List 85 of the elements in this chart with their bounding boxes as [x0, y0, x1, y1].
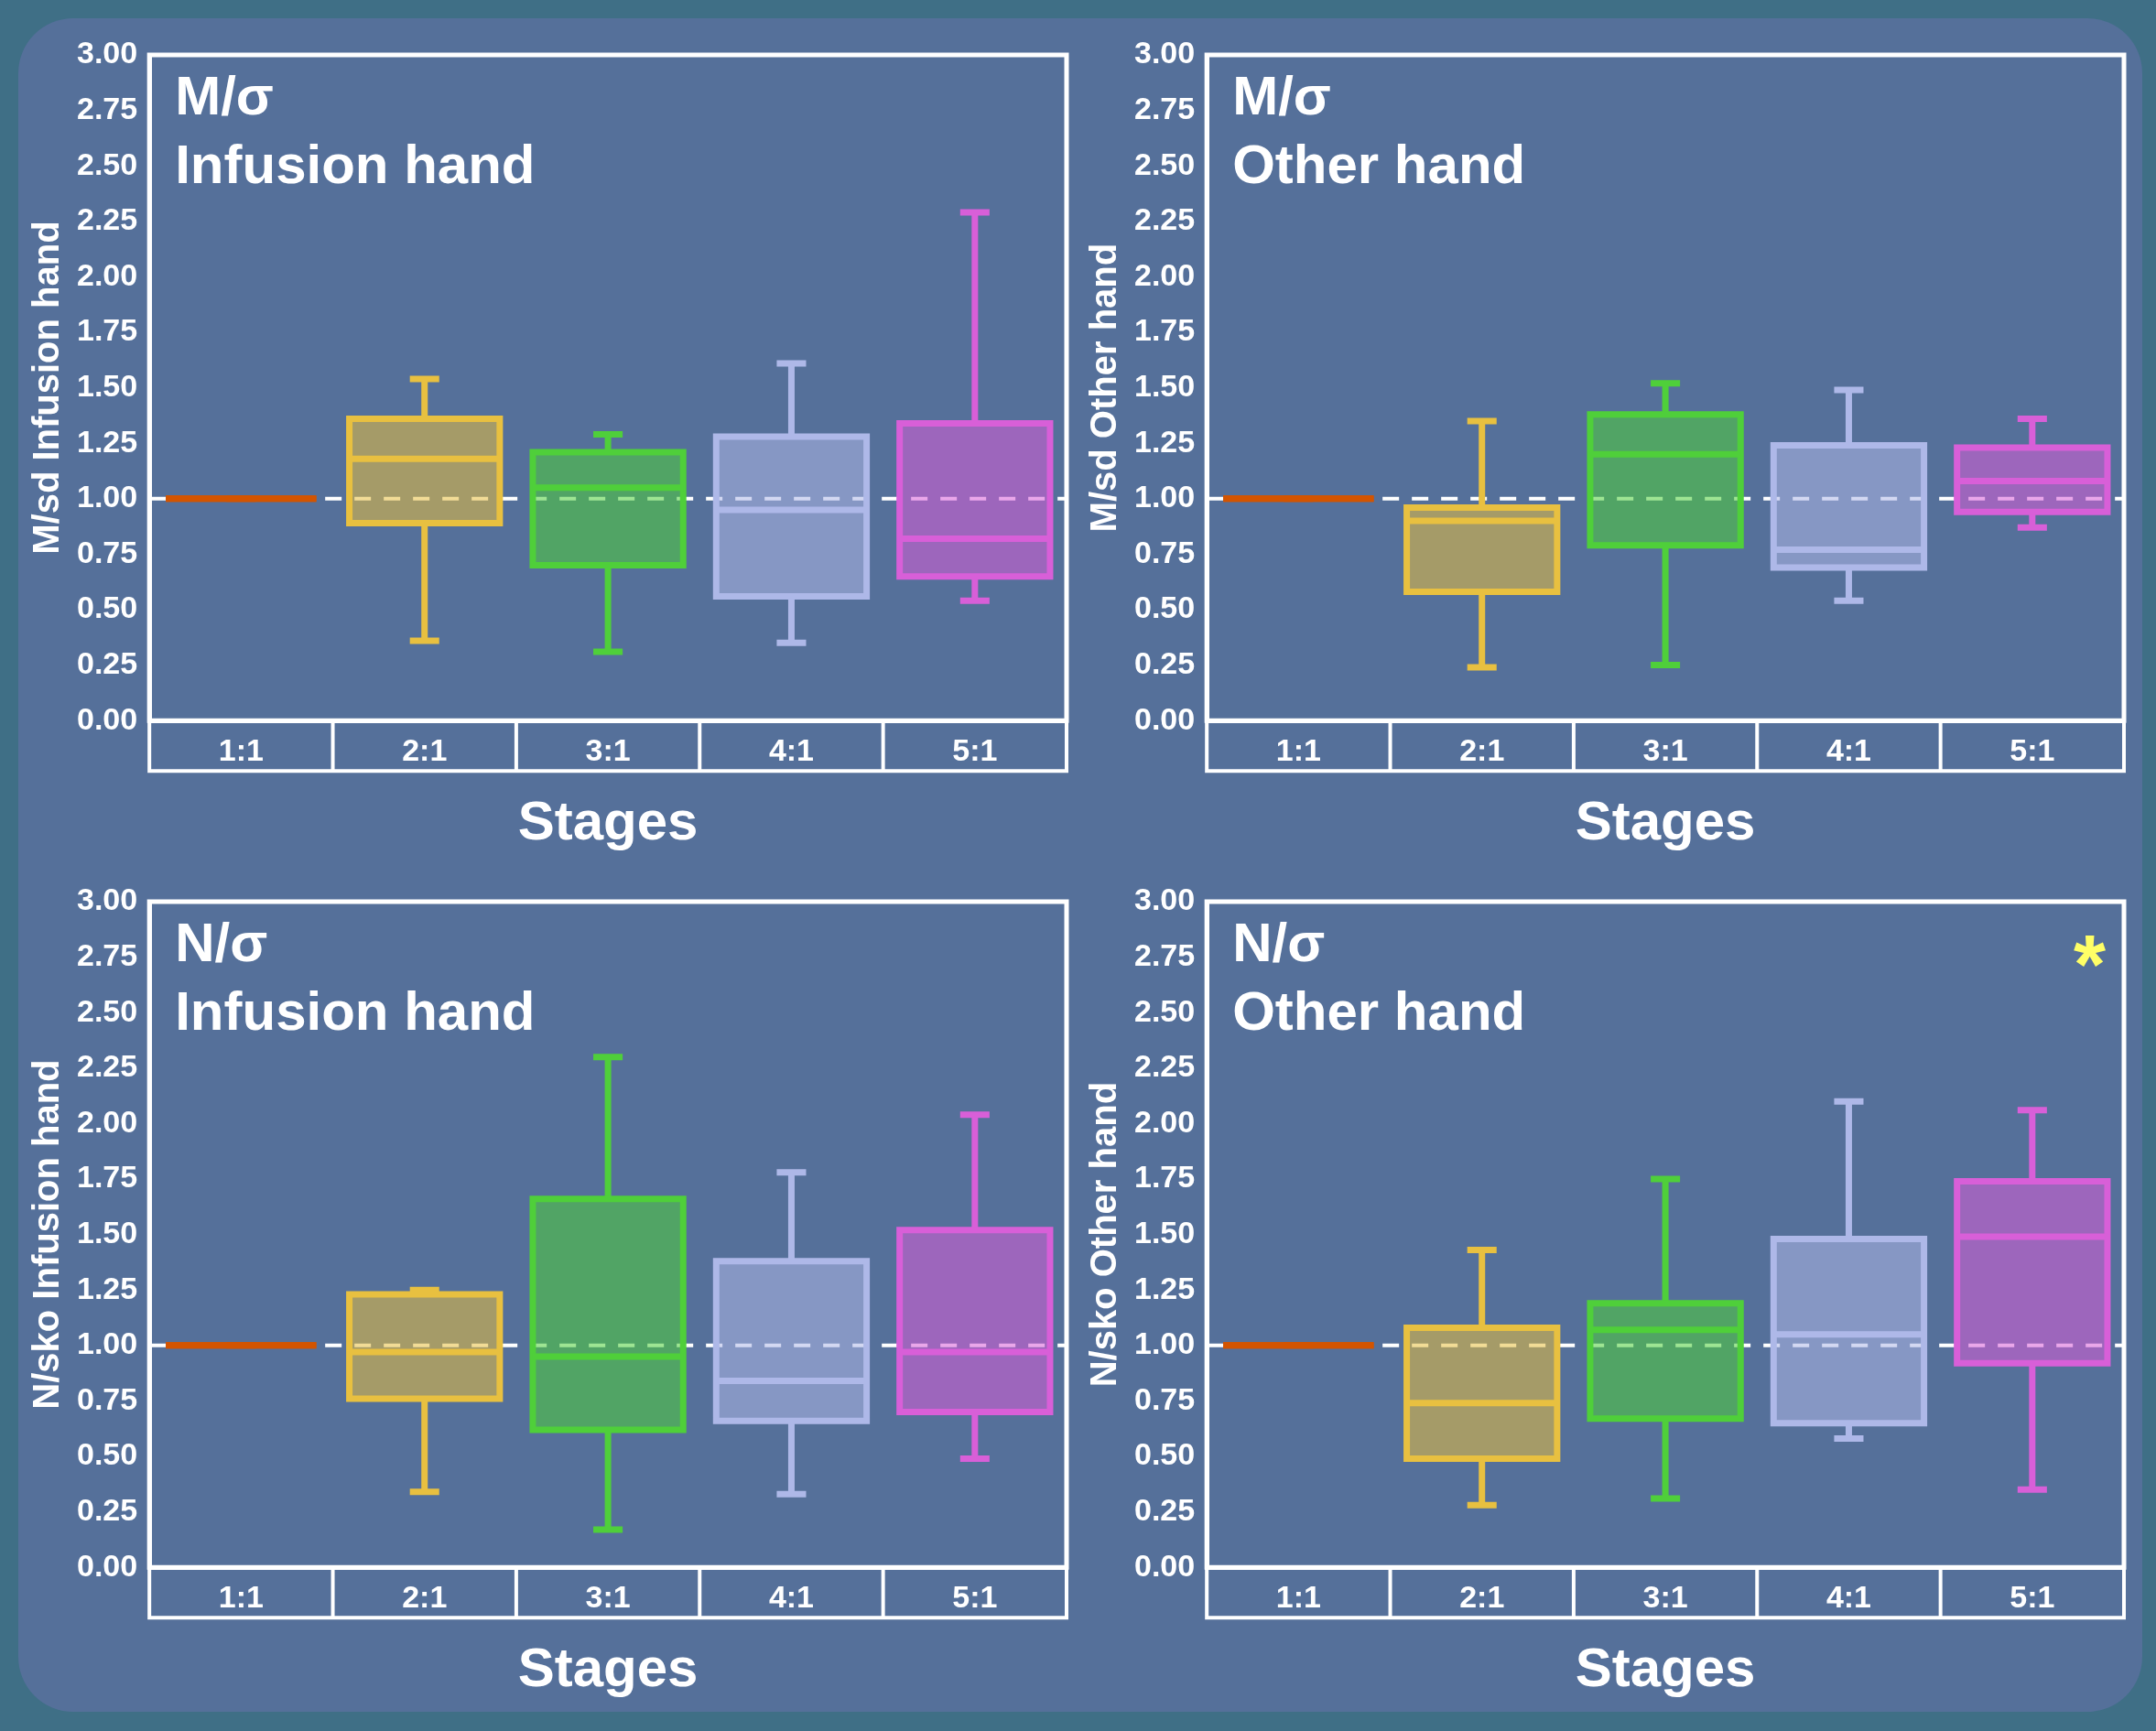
x-tick-label: 2:1 — [402, 1578, 448, 1614]
y-tick-label: 2.50 — [76, 992, 138, 1028]
x-tick-label: 4:1 — [1826, 731, 1872, 767]
x-tick-label: 3:1 — [1642, 731, 1688, 767]
x-tick-label: 1:1 — [218, 1578, 264, 1614]
y-tick-label: 1.75 — [1133, 1159, 1196, 1195]
x-tick-label: 3:1 — [1642, 1578, 1688, 1614]
x-tick-label: 3:1 — [585, 731, 631, 767]
y-tick-label: 3.00 — [1133, 35, 1196, 70]
y-axis-title: M/sd Infusion hand — [26, 221, 67, 555]
y-tick-label: 1.00 — [76, 1325, 138, 1361]
y-tick-label: 1.25 — [1133, 1270, 1196, 1305]
x-tick-label: 1:1 — [218, 731, 264, 767]
x-tick-label: 5:1 — [952, 1578, 998, 1614]
annotation: * — [2073, 918, 2106, 1011]
y-tick-label: 1.00 — [1133, 1325, 1196, 1361]
y-tick-label: 0.75 — [1133, 1380, 1196, 1416]
y-tick-label: 0.00 — [76, 700, 138, 736]
y-tick-label: 1.50 — [1133, 367, 1196, 403]
x-tick-label: 4:1 — [768, 731, 815, 767]
x-tick-label: 5:1 — [952, 731, 998, 767]
y-tick-label: 1.50 — [76, 367, 138, 403]
y-tick-label: 0.25 — [1133, 644, 1196, 680]
y-tick-label: 1.00 — [1133, 479, 1196, 514]
y-tick-label: 2.75 — [76, 936, 138, 972]
y-tick-label: 3.00 — [76, 882, 138, 917]
x-axis-title: Stages — [1575, 789, 1756, 851]
y-tick-label: 2.50 — [76, 146, 138, 181]
x-tick-label: 4:1 — [1826, 1578, 1872, 1614]
y-tick-label: 2.00 — [1133, 1103, 1196, 1139]
text: N/σ Infusion hand — [175, 911, 536, 1042]
y-tick-label: 1.50 — [76, 1214, 138, 1250]
y-tick-label: 1.75 — [76, 312, 138, 348]
x-axis-title: Stages — [517, 789, 699, 851]
y-tick-label: 2.25 — [1133, 1048, 1196, 1084]
x-tick-label: 1:1 — [1275, 731, 1321, 767]
y-tick-label: 1.25 — [1133, 423, 1196, 459]
y-tick-label: 1.25 — [76, 423, 138, 459]
text: M/σ Other hand — [1232, 64, 1526, 195]
y-tick-label: 2.75 — [76, 90, 138, 125]
y-tick-label: 2.75 — [1133, 936, 1196, 972]
y-tick-label: 0.50 — [76, 590, 138, 625]
y-tick-label: 3.00 — [1133, 882, 1196, 917]
y-tick-label: 0.25 — [76, 644, 138, 680]
y-tick-label: 2.75 — [1133, 90, 1196, 125]
x-tick-label: 3:1 — [585, 1578, 631, 1614]
x-tick-label: 5:1 — [2010, 1578, 2055, 1614]
y-tick-label: 3.00 — [76, 35, 138, 70]
y-tick-label: 0.00 — [76, 1547, 138, 1583]
x-tick-label: 4:1 — [768, 1578, 815, 1614]
y-tick-label: 0.50 — [76, 1436, 138, 1472]
x-tick-label: 2:1 — [1459, 731, 1505, 767]
y-tick-label: 1.75 — [76, 1159, 138, 1195]
y-tick-label: 2.00 — [1133, 256, 1196, 292]
y-axis-title: N/sko Infusion hand — [26, 1059, 67, 1410]
y-tick-label: 2.25 — [76, 201, 138, 237]
y-tick-label: 0.00 — [1133, 700, 1196, 736]
y-tick-label: 1.50 — [1133, 1214, 1196, 1250]
x-tick-label: 2:1 — [402, 731, 448, 767]
y-tick-label: 0.00 — [1133, 1547, 1196, 1583]
x-axis-title: Stages — [517, 1636, 699, 1698]
text: M/σ Infusion hand — [175, 64, 536, 195]
x-tick-label: 5:1 — [2010, 731, 2055, 767]
y-tick-label: 2.00 — [76, 1103, 138, 1139]
y-tick-label: 0.25 — [1133, 1491, 1196, 1527]
y-axis-title: M/sd Other hand — [1083, 243, 1124, 533]
text: N/σ Other hand — [1232, 911, 1526, 1042]
y-tick-label: 0.75 — [1133, 534, 1196, 569]
y-tick-label: 2.50 — [1133, 992, 1196, 1028]
y-tick-label: 0.75 — [76, 534, 138, 569]
y-tick-label: 1.00 — [76, 479, 138, 514]
y-tick-label: 0.25 — [76, 1491, 138, 1527]
y-tick-label: 2.50 — [1133, 146, 1196, 181]
y-tick-label: 1.25 — [76, 1270, 138, 1305]
y-tick-label: 0.50 — [1133, 590, 1196, 625]
y-tick-label: 0.50 — [1133, 1436, 1196, 1472]
x-tick-label: 2:1 — [1459, 1578, 1505, 1614]
y-tick-label: 2.25 — [76, 1048, 138, 1084]
y-axis-title: N/sko Other hand — [1083, 1081, 1124, 1388]
x-tick-label: 1:1 — [1275, 1578, 1321, 1614]
y-tick-label: 0.75 — [76, 1380, 138, 1416]
x-axis-title: Stages — [1575, 1636, 1756, 1698]
y-tick-label: 1.75 — [1133, 312, 1196, 348]
y-tick-label: 2.25 — [1133, 201, 1196, 237]
y-tick-label: 2.00 — [76, 256, 138, 292]
